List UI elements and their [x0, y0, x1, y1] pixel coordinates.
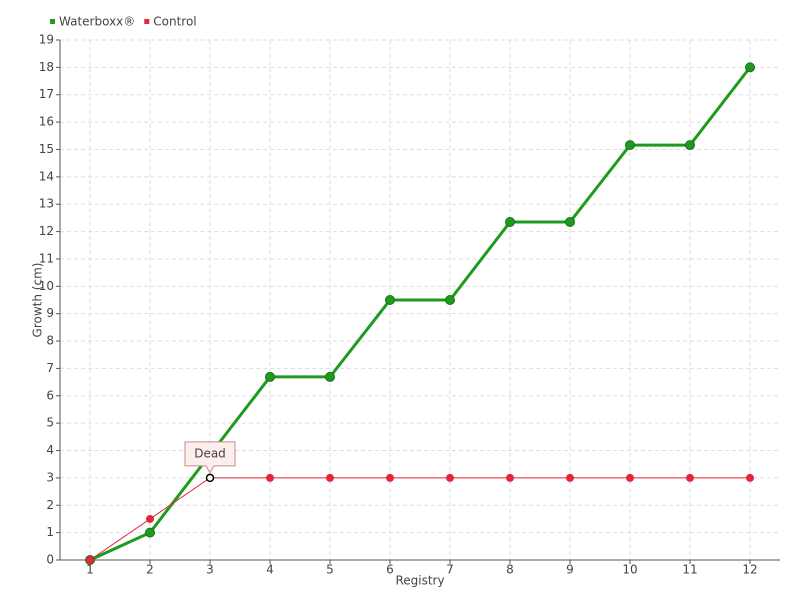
y-tick-label: 8 [46, 334, 54, 348]
data-point [566, 473, 574, 482]
y-tick-label: 11 [39, 251, 54, 265]
y-tick-label: 18 [39, 60, 54, 74]
data-point [145, 527, 155, 538]
data-point [626, 473, 634, 482]
annotation-text: Dead [194, 446, 226, 460]
y-tick-label: 1 [46, 525, 54, 539]
y-tick-label: 17 [39, 87, 54, 101]
x-tick-label: 6 [386, 563, 394, 577]
legend-label: Waterboxx® [59, 15, 135, 29]
x-axis-label: Registry [395, 574, 444, 588]
data-point [745, 62, 755, 73]
data-point [686, 473, 694, 482]
data-point [445, 295, 455, 305]
x-tick-label: 10 [622, 563, 637, 577]
x-tick-label: 5 [326, 563, 334, 577]
y-tick-label: 2 [46, 498, 54, 512]
y-tick-label: 3 [46, 470, 54, 484]
y-tick-label: 10 [39, 279, 54, 293]
data-point [565, 217, 575, 227]
data-point [746, 473, 754, 482]
x-tick-label: 7 [446, 563, 454, 577]
legend-swatch [144, 19, 150, 24]
y-axis-label: Growth (cm) [31, 263, 45, 338]
annotation-box [184, 441, 236, 474]
y-tick-label: 7 [46, 361, 54, 375]
data-point [505, 217, 515, 227]
data-point [205, 473, 215, 483]
y-tick-label: 5 [46, 416, 54, 430]
data-point [506, 473, 514, 482]
y-tick-label: 16 [39, 115, 54, 129]
series-line [89, 477, 750, 561]
x-tick-label: 4 [266, 563, 274, 577]
data-point [265, 371, 275, 382]
data-point [325, 371, 335, 382]
legend-label: Control [153, 15, 196, 29]
data-point [625, 140, 635, 151]
x-tick-label: 12 [742, 563, 757, 577]
y-tick-label: 0 [46, 553, 54, 567]
series-line [89, 66, 752, 562]
data-point [146, 514, 154, 523]
y-tick-label: 4 [46, 443, 54, 457]
x-tick-label: 8 [506, 563, 514, 577]
y-tick-label: 12 [39, 224, 54, 238]
data-point [685, 140, 695, 151]
data-point [266, 473, 274, 482]
y-tick-label: 9 [46, 306, 54, 320]
x-tick-label: 11 [682, 563, 697, 577]
x-tick-label: 2 [146, 563, 154, 577]
y-tick-label: 6 [46, 388, 54, 402]
data-point [385, 295, 395, 305]
data-point [386, 473, 394, 482]
x-tick-label: 9 [566, 563, 574, 577]
data-point [86, 556, 94, 564]
x-tick-label: 3 [206, 563, 214, 577]
y-tick-label: 19 [39, 33, 54, 47]
legend-swatch [50, 19, 55, 24]
data-point [326, 473, 334, 482]
y-tick-label: 15 [39, 142, 54, 156]
y-tick-label: 13 [39, 197, 54, 211]
x-tick-label: 1 [86, 563, 94, 577]
data-point [446, 473, 454, 482]
y-tick-label: 14 [39, 169, 54, 183]
